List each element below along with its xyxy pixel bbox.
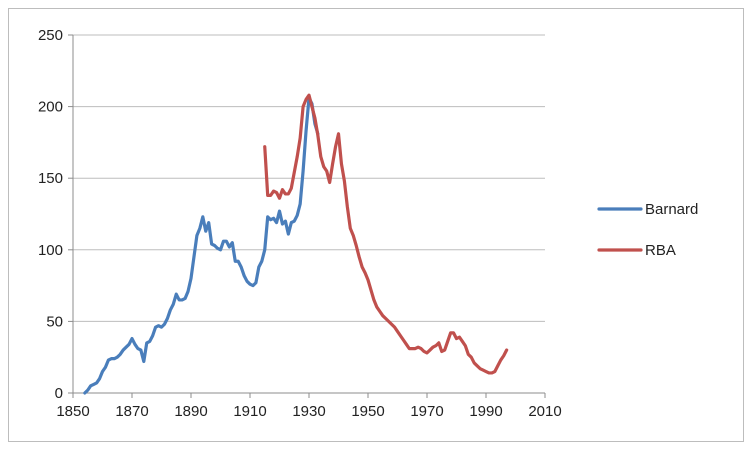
legend: Barnard RBA [597,201,698,259]
x-tick-label-1950: 1950 [351,403,384,420]
y-tick-label-100: 100 [38,242,63,259]
y-tick-label-250: 250 [38,27,63,44]
y-tick-label-200: 200 [38,99,63,116]
tick-labels: 0 50 100 150 200 250 1850 1870 1890 1910 1930 1950 1… [38,27,562,420]
series-line-barnard [83,96,320,395]
y-tick-label-50: 50 [46,313,63,330]
legend-label-barnard: Barnard [645,201,698,218]
x-tick-label-1990: 1990 [469,403,502,420]
axes [68,34,546,398]
x-tick-label-1870: 1870 [115,403,148,420]
y-tick-label-150: 150 [38,170,63,187]
series-lines [83,93,509,395]
x-tick-label-1930: 1930 [292,403,325,420]
series-line-rba [263,93,509,375]
gridlines [73,34,545,322]
y-tick-label-0: 0 [55,385,63,402]
x-tick-label-1890: 1890 [174,403,207,420]
x-tick-label-2010: 2010 [528,403,561,420]
x-tick-label-1910: 1910 [233,403,266,420]
x-tick-label-1970: 1970 [410,403,443,420]
x-tick-label-1850: 1850 [56,403,89,420]
legend-label-rba: RBA [645,242,676,259]
line-chart: 0 50 100 150 200 250 1850 1870 1890 1910 1930 1950 1… [38,27,698,420]
chart-frame: 0 50 100 150 200 250 1850 1870 1890 1910 1930 1950 1… [8,8,744,442]
